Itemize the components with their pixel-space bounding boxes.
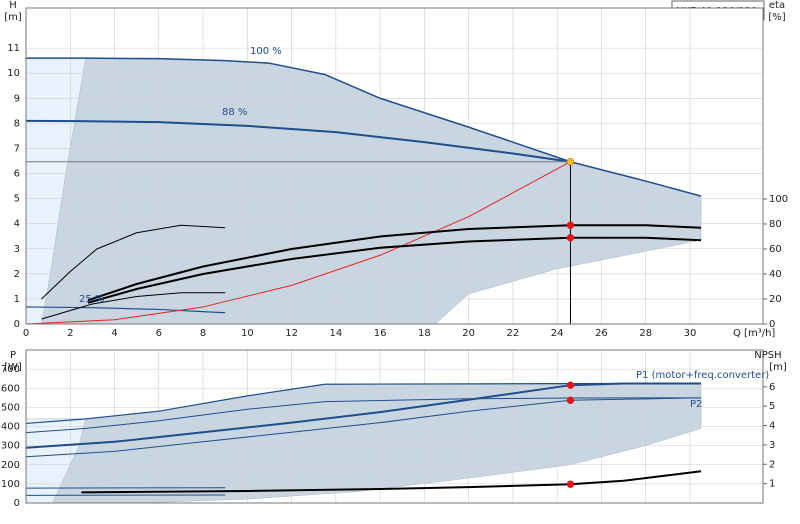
- curve-label: 88 %: [222, 107, 247, 118]
- x-tick-label: 24: [551, 328, 564, 339]
- y-tick-label: 5: [14, 194, 20, 205]
- y2-tick-label: 40: [769, 269, 782, 280]
- y-label: P: [10, 350, 16, 361]
- y2-tick-label: 6: [769, 382, 775, 393]
- y2-label: NPSH: [754, 350, 781, 361]
- y-tick-label: 7: [14, 143, 20, 154]
- y2-tick-label: 2: [769, 459, 775, 470]
- x-tick-label: 14: [329, 328, 342, 339]
- y-tick-label: 0: [14, 498, 20, 509]
- x-label: Q [m³/h]: [733, 328, 775, 339]
- x-tick-label: 0: [23, 328, 29, 339]
- duty-point: [567, 382, 574, 389]
- x-tick-label: 6: [156, 328, 162, 339]
- y-tick-label: 2: [14, 269, 20, 280]
- y2-tick-label: 4: [769, 421, 775, 432]
- y-tick-label: 3: [14, 244, 20, 255]
- x-tick-label: 30: [684, 328, 697, 339]
- y2-tick-label: 1: [769, 479, 775, 490]
- y-tick-label: 400: [1, 422, 20, 433]
- y-tick-label: 200: [1, 460, 20, 471]
- x-tick-label: 26: [595, 328, 608, 339]
- y-tick-label: 9: [14, 93, 20, 104]
- x-tick-label: 16: [374, 328, 387, 339]
- x-tick-label: 20: [462, 328, 475, 339]
- plot: [26, 8, 763, 324]
- curve-label: P1 (motor+freq.converter): [636, 370, 769, 381]
- y2-tick-label: 80: [769, 219, 782, 230]
- y-tick-label: 10: [7, 68, 20, 79]
- y2-unit: [%]: [768, 12, 785, 23]
- y-unit: [m]: [4, 12, 22, 23]
- y2-unit: [m]: [769, 362, 787, 373]
- y-tick-label: 6: [14, 169, 20, 180]
- y2-tick-label: 3: [769, 440, 775, 451]
- x-tick-label: 2: [67, 328, 73, 339]
- x-tick-label: 28: [639, 328, 652, 339]
- y2-tick-label: 5: [769, 401, 775, 412]
- y-tick-label: 8: [14, 118, 20, 129]
- y-tick-label: 0: [14, 319, 20, 330]
- x-tick-label: 12: [285, 328, 298, 339]
- duty-point: [567, 481, 574, 488]
- duty-point: [567, 158, 574, 165]
- y-tick-label: 100: [1, 479, 20, 490]
- y2-tick-label: 60: [769, 244, 782, 255]
- duty-point: [567, 222, 574, 229]
- x-tick-label: 8: [200, 328, 206, 339]
- y-label: H: [9, 0, 17, 11]
- y2-tick-label: 20: [769, 294, 782, 305]
- x-tick-label: 10: [241, 328, 254, 339]
- x-tick-label: 4: [111, 328, 117, 339]
- x-tick-label: 22: [507, 328, 520, 339]
- y-tick-label: 500: [1, 402, 20, 413]
- y-tick-label: 4: [14, 219, 20, 230]
- duty-point: [567, 234, 574, 241]
- y2-tick-label: 100: [769, 194, 788, 205]
- y2-label: eta: [769, 0, 785, 11]
- curve-label: 100 %: [250, 46, 282, 57]
- x-tick-label: 18: [418, 328, 431, 339]
- y-tick-label: 300: [1, 441, 20, 452]
- y-tick-label: 11: [7, 43, 20, 54]
- curve-label: 25 %: [79, 294, 104, 305]
- y-tick-label: 1: [14, 294, 20, 305]
- y-unit: [W]: [4, 362, 22, 373]
- duty-point: [567, 397, 574, 404]
- curve-label: P2: [690, 399, 702, 410]
- y-tick-label: 600: [1, 383, 20, 394]
